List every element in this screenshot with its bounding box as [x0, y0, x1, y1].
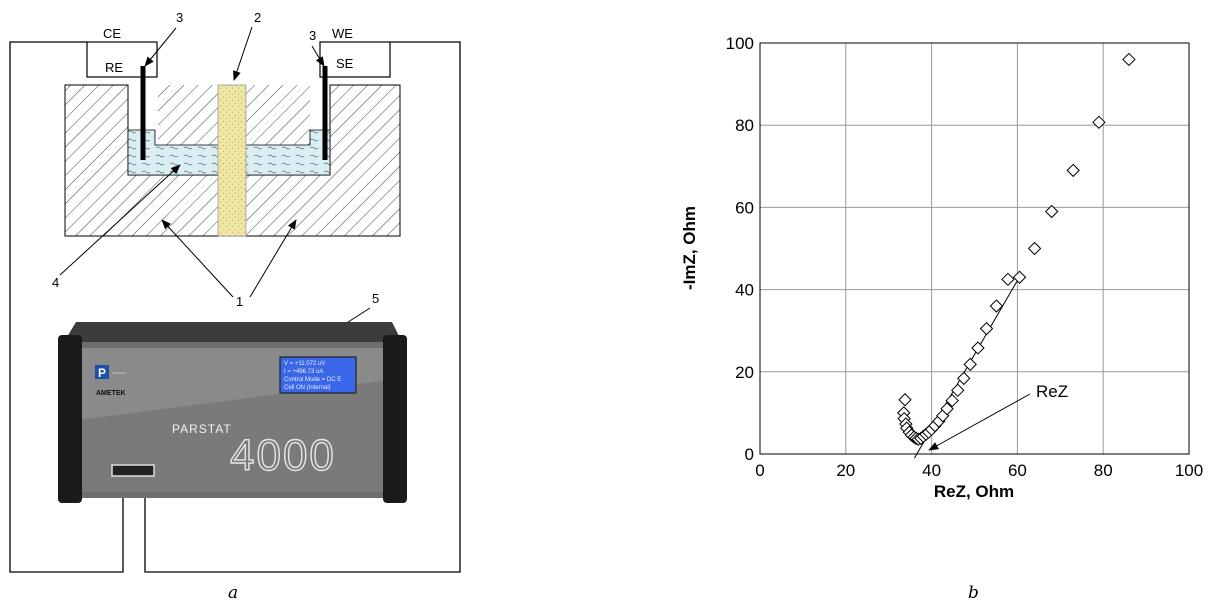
chart-grid: [760, 43, 1189, 454]
caption-b: b: [968, 583, 979, 603]
membrane: [218, 85, 246, 236]
potentiostat: P Princeton Applied Research AMETEK V = …: [58, 322, 407, 503]
label-se: SE: [336, 56, 354, 71]
device-brand: AMETEK: [96, 390, 126, 397]
device-logo-p: P: [98, 366, 106, 380]
callout-4: 4: [52, 275, 59, 290]
callout-1: 1: [236, 294, 243, 309]
device-port: [112, 465, 154, 476]
point-0: [899, 394, 911, 406]
point-26: [1002, 273, 1014, 285]
y-tick-5: 100: [726, 34, 754, 53]
panel-a: CE RE WE SE 3 2 3 4 1 5: [10, 10, 460, 603]
x-tick-1: 20: [836, 461, 855, 480]
point-20: [952, 384, 964, 396]
x-tick-2: 40: [922, 461, 941, 480]
label-we: WE: [332, 26, 353, 41]
callout-5: 5: [372, 291, 379, 306]
x-axis-title: ReZ, Ohm: [934, 482, 1014, 501]
point-21: [958, 372, 970, 384]
lcd-line-3: Control Mode = DC E: [284, 377, 341, 383]
rez-annotation: ReZ: [1036, 382, 1068, 401]
callout-2: 2: [254, 10, 261, 25]
y-tick-1: 20: [735, 363, 754, 382]
device-bracket-left: [58, 335, 82, 503]
x-tick-4: 80: [1094, 461, 1113, 480]
data-points: [898, 53, 1135, 445]
leader-2: [234, 27, 252, 80]
plot-area: [760, 43, 1189, 454]
lcd-line-1: V = +11.072 uV: [284, 361, 325, 367]
point-30: [1067, 164, 1079, 176]
point-27: [1014, 271, 1026, 283]
y-tick-2: 40: [735, 281, 754, 300]
callout-3-left: 3: [176, 10, 183, 25]
point-32: [1123, 53, 1135, 65]
y-axis-title: -ImZ, Ohm: [680, 206, 699, 290]
point-23: [972, 342, 984, 354]
caption-a: a: [228, 583, 238, 603]
point-24: [981, 323, 993, 335]
y-tick-4: 80: [735, 116, 754, 135]
x-tick-labels: 0 20 40 60 80 100: [755, 461, 1203, 480]
leader-5: [345, 308, 370, 324]
device-top: [64, 322, 402, 342]
device-model-name: PARSTAT: [172, 422, 232, 436]
callout-3-right: 3: [309, 28, 316, 43]
label-ce: CE: [103, 26, 121, 41]
device-model-number: 4000: [230, 431, 336, 480]
y-tick-3: 60: [735, 198, 754, 217]
lcd-line-4: Cell ON (Internal): [284, 385, 331, 391]
x-tick-0: 0: [755, 461, 764, 480]
we-se-box: [320, 42, 390, 77]
x-tick-3: 60: [1008, 461, 1027, 480]
panel-b: 0 20 40 60 80 100 0 20 40 60 80 100 ReZ ReZ, Ohm -…: [680, 34, 1203, 603]
label-re: RE: [105, 60, 123, 75]
y-tick-0: 0: [745, 445, 754, 464]
device-maker: Princeton Applied Research: [112, 371, 126, 375]
y-tick-labels: 0 20 40 60 80 100: [726, 34, 754, 464]
point-28: [1029, 243, 1041, 255]
x-tick-5: 100: [1175, 461, 1203, 480]
lcd-line-2: I = +496.73 uA: [284, 369, 323, 375]
device-bracket-right: [383, 335, 407, 503]
